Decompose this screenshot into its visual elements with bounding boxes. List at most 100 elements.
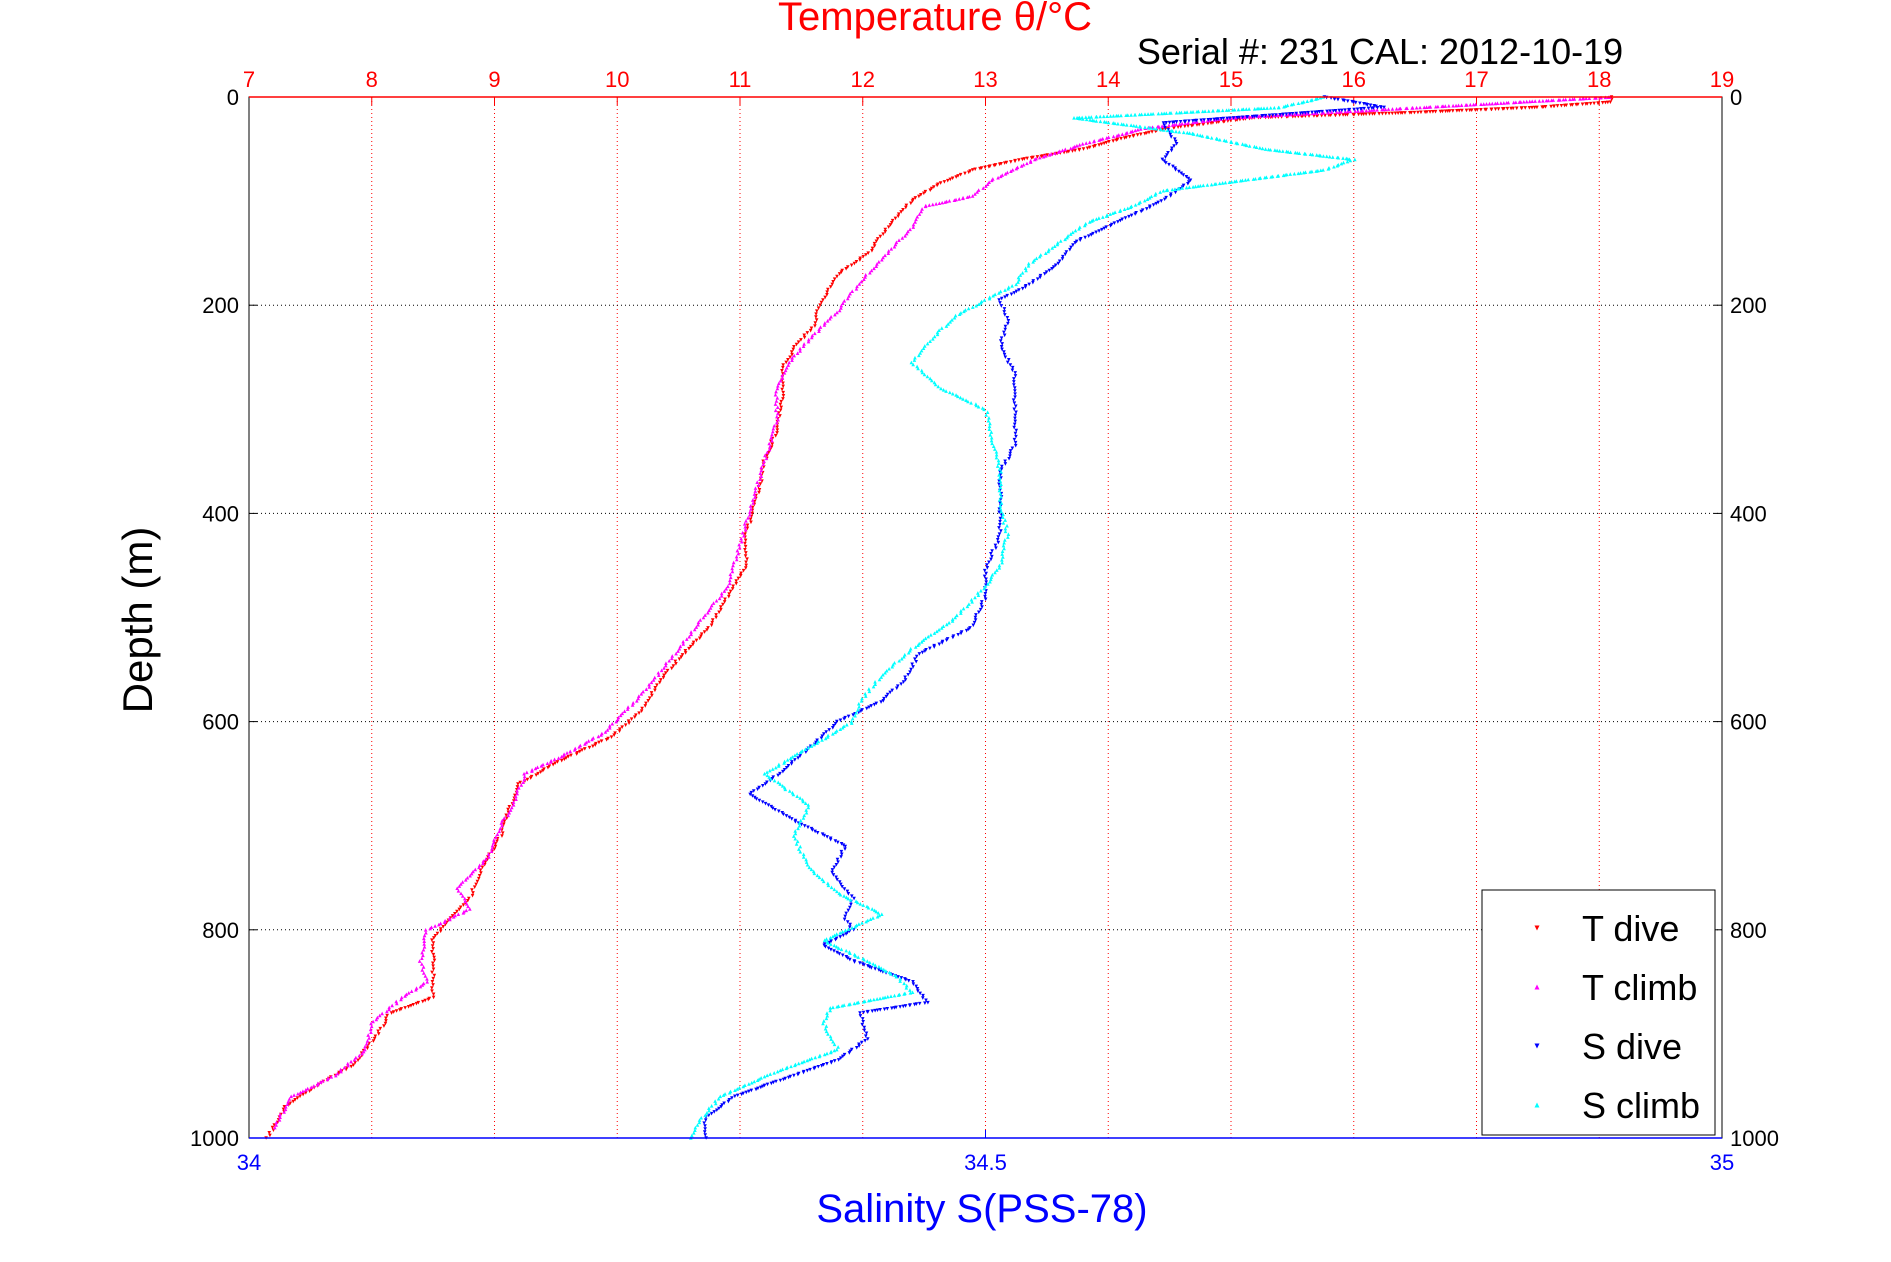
data-point: [703, 1127, 707, 1131]
data-point: [844, 895, 849, 900]
data-point: [1000, 347, 1004, 352]
data-point: [860, 921, 864, 925]
data-point: [786, 358, 790, 362]
data-point: [773, 392, 778, 397]
data-point: [1288, 150, 1293, 154]
data-point: [718, 1094, 723, 1099]
data-point: [1041, 154, 1046, 159]
data-point: [1320, 109, 1324, 114]
data-point: [731, 584, 735, 589]
data-point: [620, 725, 624, 730]
data-point: [770, 777, 775, 781]
data-point: [301, 1089, 305, 1093]
data-point: [1174, 129, 1178, 134]
data-point: [432, 973, 437, 978]
data-point: [1163, 155, 1168, 160]
data-point: [1521, 99, 1526, 104]
data-point: [1232, 179, 1237, 184]
data-point: [1314, 169, 1318, 173]
series-t-dive: [264, 95, 1614, 1140]
data-point: [987, 424, 992, 429]
data-point: [848, 905, 852, 910]
data-point: [644, 701, 648, 706]
data-point: [832, 933, 837, 938]
data-point: [1146, 112, 1150, 116]
data-point: [1156, 200, 1161, 205]
data-point: [1173, 139, 1178, 144]
data-point: [1327, 154, 1332, 159]
data-point: [745, 557, 749, 562]
data-point: [301, 1092, 305, 1097]
data-point: [1587, 96, 1592, 100]
data-point: [1340, 108, 1344, 113]
data-point: [1382, 105, 1386, 110]
data-point: [514, 797, 518, 802]
data-point: [929, 378, 934, 383]
data-point: [473, 867, 478, 872]
data-point: [849, 894, 854, 899]
data-point: [908, 991, 913, 995]
data-point: [683, 649, 688, 653]
data-point: [274, 1120, 279, 1125]
data-point: [954, 175, 958, 179]
data-point: [784, 765, 789, 770]
data-point: [687, 646, 691, 651]
data-point: [863, 273, 868, 277]
data-point: [1568, 97, 1572, 102]
data-point: [877, 968, 881, 972]
data-point: [1568, 103, 1573, 107]
data-point: [993, 543, 998, 548]
data-point: [997, 482, 1001, 487]
data-point: [1108, 224, 1113, 228]
data-point: [1012, 383, 1016, 387]
data-point: [984, 571, 988, 576]
data-point: [995, 538, 1000, 542]
data-point: [1196, 184, 1200, 188]
data-point: [906, 229, 910, 234]
data-point: [873, 682, 878, 687]
data-point: [1215, 108, 1220, 113]
data-point: [993, 570, 997, 575]
data-point: [1037, 155, 1042, 160]
data-point: [861, 1010, 866, 1015]
data-point: [1162, 197, 1167, 202]
data-point: [631, 701, 635, 705]
data-point: [835, 950, 839, 955]
data-point: [803, 801, 808, 805]
data-point: [847, 925, 852, 929]
data-point: [1077, 148, 1082, 152]
data-point: [1003, 538, 1007, 542]
data-point: [896, 212, 901, 216]
data-point: [911, 362, 915, 367]
data-point: [1170, 123, 1175, 127]
data-point: [1005, 523, 1009, 528]
data-point: [940, 641, 945, 645]
data-point: [1072, 116, 1076, 120]
data-point: [819, 736, 824, 741]
data-point: [450, 914, 455, 918]
data-point: [293, 1098, 297, 1102]
data-point: [952, 198, 957, 202]
data-point: [516, 786, 521, 790]
data-point: [800, 748, 805, 753]
data-point: [917, 194, 921, 199]
data-point: [368, 1027, 373, 1032]
data-point: [765, 1073, 770, 1078]
data-point: [709, 1111, 714, 1116]
data-point: [1493, 107, 1498, 111]
data-point: [551, 762, 555, 767]
data-point: [572, 748, 577, 752]
data-point: [1149, 126, 1153, 130]
data-point: [1404, 106, 1408, 111]
data-point: [1151, 203, 1156, 207]
data-point: [312, 1084, 316, 1088]
data-point: [839, 841, 844, 846]
data-point: [903, 675, 907, 680]
data-point: [1094, 230, 1098, 235]
data-point: [1167, 162, 1171, 167]
data-point: [1106, 135, 1111, 139]
data-point: [875, 914, 880, 919]
data-point: [353, 1060, 357, 1065]
data-point: [852, 960, 857, 964]
data-point: [993, 292, 997, 297]
